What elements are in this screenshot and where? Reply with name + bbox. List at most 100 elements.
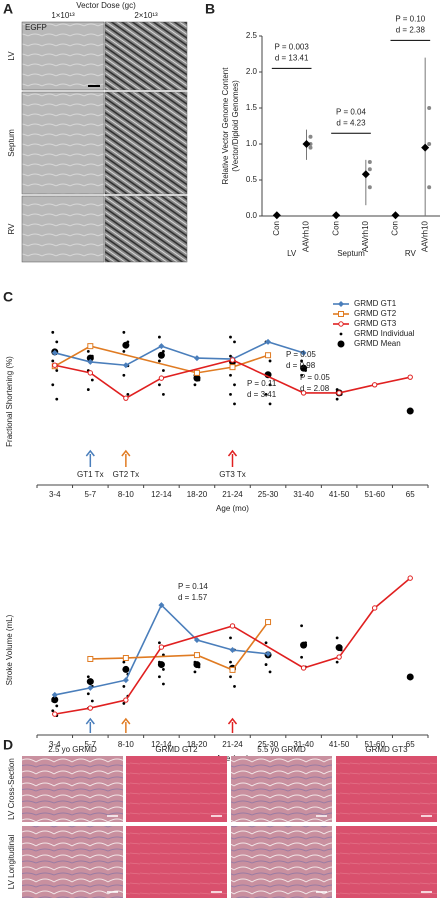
annotation: P = 0.10	[395, 14, 425, 23]
x-tick-label: AAVrh10	[302, 220, 311, 252]
line-marker	[158, 343, 165, 350]
line-marker	[87, 358, 94, 365]
individual-point	[233, 402, 236, 406]
y-tick-label: 1.5	[246, 103, 258, 112]
mean-point	[300, 364, 308, 372]
individual-point	[126, 392, 130, 396]
y-tick-label: 0.0	[246, 211, 258, 220]
individual-point	[268, 402, 272, 406]
x-tick-label: 8-10	[118, 740, 135, 749]
x-tick-label: 3-4	[49, 740, 61, 749]
individual-point	[308, 145, 313, 150]
line-marker	[87, 370, 94, 376]
individual-point	[55, 704, 59, 708]
individual-point	[229, 335, 232, 339]
line-marker	[193, 355, 200, 362]
line-marker	[122, 362, 129, 369]
individual-point	[229, 675, 232, 679]
individual-point	[268, 383, 272, 387]
legend-label: GRMD Individual	[354, 329, 415, 338]
individual-point	[268, 670, 272, 674]
arrow-head	[85, 717, 95, 725]
individual-point	[122, 702, 126, 705]
mean-point	[406, 673, 414, 681]
x-tick-label: 41-50	[329, 740, 350, 749]
y-axis-label: Relative Vector Genome Content	[221, 67, 230, 185]
x-tick-label: 18-20	[187, 740, 208, 749]
micrograph	[104, 21, 188, 91]
legend-label: GRMD Mean	[354, 339, 401, 348]
series-line	[54, 340, 304, 367]
individual-point	[233, 383, 236, 387]
annotation: P = 0.05	[300, 373, 330, 382]
line-marker	[122, 655, 129, 662]
series-line	[90, 621, 269, 671]
mean-marker	[421, 143, 430, 152]
micrograph	[22, 756, 123, 822]
row-label: RV	[7, 223, 16, 235]
annotation: d = 2.38	[396, 25, 426, 34]
individual-point	[268, 359, 272, 363]
line-marker	[229, 357, 236, 363]
individual-point	[367, 160, 372, 164]
row-label: LV Longitudinal	[7, 834, 16, 889]
individual-point	[158, 335, 161, 339]
micrograph	[126, 756, 227, 822]
line-marker	[338, 321, 344, 327]
individual-point	[367, 185, 372, 190]
x-tick-label: 25-30	[258, 740, 279, 749]
x-tick-label: 51-60	[364, 490, 385, 499]
individual-point	[86, 692, 90, 696]
line-marker	[407, 374, 413, 380]
individual-point	[229, 354, 232, 358]
arrow-head	[121, 449, 131, 457]
group-label: LV	[287, 249, 297, 258]
annotation: P = 0.04	[336, 107, 366, 116]
individual-point	[122, 373, 126, 377]
mean-marker	[332, 211, 341, 220]
line-marker	[300, 665, 307, 671]
individual-point	[162, 668, 165, 671]
legend-marker	[337, 340, 345, 348]
series-line	[54, 603, 269, 696]
individual-point	[158, 641, 161, 645]
column-label: 1×10¹³	[51, 11, 75, 20]
mean-point	[300, 641, 308, 649]
individual-point	[308, 134, 313, 139]
individual-point	[55, 369, 59, 372]
micrograph	[21, 195, 105, 263]
line-marker	[336, 654, 342, 660]
arrow-label: GT2 Tx	[113, 470, 140, 479]
annotation: P = 0.14	[178, 582, 208, 591]
line-marker	[371, 382, 378, 388]
x-tick-label: 5-7	[85, 490, 97, 499]
line-marker	[123, 395, 129, 401]
line-marker	[338, 311, 344, 317]
individual-point	[90, 378, 94, 382]
mean-marker	[361, 170, 370, 179]
micrograph	[104, 195, 188, 263]
individual-point	[264, 641, 268, 645]
line-marker	[336, 390, 342, 396]
line-marker	[87, 343, 94, 350]
individual-point	[300, 624, 303, 628]
mean-marker	[302, 140, 311, 148]
individual-point	[264, 663, 268, 666]
individual-point	[193, 383, 197, 387]
annotation: d = 3.41	[247, 390, 277, 399]
micrograph	[231, 756, 332, 822]
individual-point	[51, 359, 55, 363]
individual-point	[51, 709, 55, 713]
annotation: d = 13.41	[275, 54, 309, 63]
micrograph	[336, 756, 437, 822]
individual-point	[122, 685, 126, 688]
annotation: P = 0.11	[247, 379, 277, 388]
y-tick-label: 2.5	[246, 31, 258, 40]
line-marker	[193, 652, 200, 659]
individual-point	[427, 185, 432, 190]
x-tick-label: AAVrh10	[361, 220, 370, 252]
mean-point	[86, 354, 94, 362]
line-marker	[87, 655, 94, 662]
annotation: d = 4.23	[336, 118, 366, 127]
